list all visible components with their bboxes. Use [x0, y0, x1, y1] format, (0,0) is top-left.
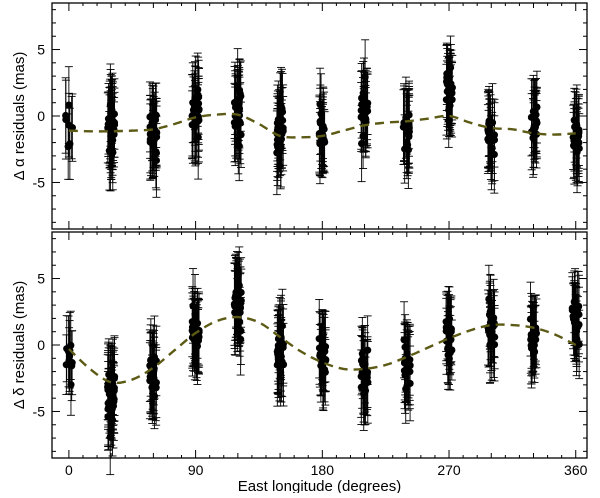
data-point [104, 381, 112, 389]
bottom-panel: -5 0 5 0 90 180 270 360 Δ δ residuals (mas) East … [11, 231, 588, 495]
data-point [573, 136, 581, 145]
y-tick-label: -5 [33, 403, 46, 419]
data-point [406, 361, 414, 369]
data-point [319, 125, 327, 133]
x-tick-label: 270 [437, 462, 461, 478]
data-point [189, 302, 197, 310]
data-point [194, 113, 202, 121]
top-panel: -5 0 5 Δ α residuals (mas) [11, 2, 588, 230]
data-point [107, 394, 115, 402]
x-tick-label: 90 [188, 462, 204, 478]
data-point [447, 336, 455, 344]
data-points [62, 246, 584, 476]
y-tick-label: 0 [37, 337, 45, 353]
data-point [195, 105, 203, 113]
data-point [359, 89, 367, 97]
data-point [575, 310, 583, 319]
x-tick-label: 0 [65, 462, 73, 478]
data-point [317, 138, 326, 147]
y-tick-label: 5 [37, 271, 45, 287]
data-point [572, 319, 580, 328]
data-point [568, 306, 576, 314]
data-point [68, 123, 76, 132]
data-point [192, 120, 200, 128]
x-tick-label: 360 [564, 462, 588, 478]
y-tick-label: -5 [33, 174, 46, 190]
data-point [533, 119, 541, 127]
data-point [236, 318, 244, 326]
data-point [194, 337, 203, 345]
data-point [237, 288, 245, 297]
data-point [403, 350, 411, 358]
data-point [232, 288, 240, 296]
data-point [236, 304, 245, 312]
data-point [146, 138, 154, 146]
data-point [275, 345, 283, 353]
data-point [363, 103, 371, 111]
data-point [149, 120, 157, 128]
data-point [279, 124, 287, 132]
data-point [317, 357, 325, 365]
data-point [66, 140, 74, 148]
data-point [67, 381, 75, 389]
data-point [359, 360, 367, 368]
data-point [150, 364, 158, 373]
data-point [67, 341, 75, 349]
data-point [237, 327, 245, 335]
data-point [108, 405, 116, 413]
data-point [364, 378, 372, 386]
x-tick-label: 180 [311, 462, 335, 478]
data-point [273, 149, 281, 157]
y-axis-label: Δ δ residuals (mas) [11, 281, 28, 409]
data-point [234, 137, 242, 145]
data-point [444, 319, 453, 327]
y-tick-label: 5 [37, 42, 45, 58]
data-point [359, 371, 367, 379]
data-point [361, 73, 369, 81]
data-point [152, 133, 161, 141]
data-point [572, 334, 581, 342]
data-point [62, 361, 70, 369]
data-points [61, 35, 584, 198]
data-point [233, 97, 242, 106]
data-point [443, 96, 451, 104]
x-axis-label: East longitude (degrees) [238, 478, 401, 493]
y-axis-label: Δ α residuals (mas) [11, 52, 28, 181]
data-point [486, 340, 494, 349]
data-point [486, 131, 494, 139]
data-point [448, 89, 456, 97]
data-point [318, 342, 326, 351]
data-point [572, 124, 580, 133]
data-point [68, 362, 76, 370]
data-point [106, 101, 115, 110]
data-point [188, 323, 197, 331]
model-curve [68, 112, 576, 139]
data-point [526, 315, 535, 323]
data-point [490, 136, 499, 144]
data-point [531, 333, 539, 341]
y-tick-label: 0 [37, 108, 45, 124]
data-point [399, 123, 408, 131]
data-point [400, 336, 408, 344]
data-point [106, 121, 114, 129]
data-point [193, 319, 202, 327]
